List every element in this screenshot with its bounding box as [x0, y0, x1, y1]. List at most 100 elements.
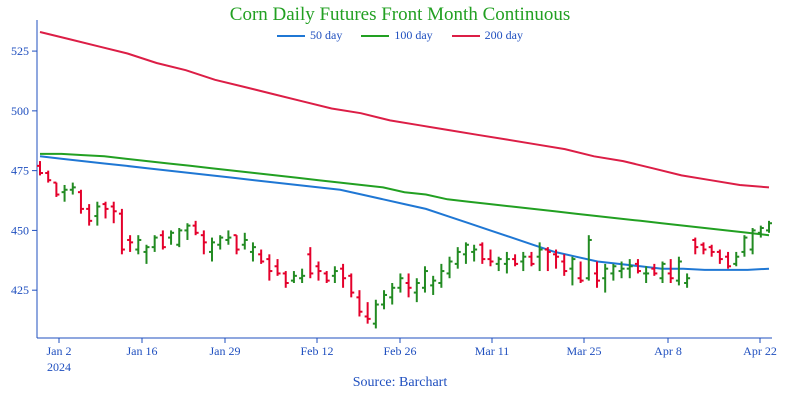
ohlc-bar — [487, 249, 494, 267]
ohlc-bar — [233, 234, 240, 255]
ohlc-bar — [413, 278, 420, 303]
source-note: Source: Barchart — [352, 375, 448, 390]
ohlc-bar — [733, 251, 740, 267]
x-year-label: 2024 — [47, 360, 71, 374]
ohlc-bar — [610, 263, 617, 281]
ohlc-bar — [512, 254, 519, 267]
ohlc-bar — [45, 170, 52, 183]
legend-swatch-100-day — [361, 35, 390, 38]
ohlc-bar — [176, 228, 183, 248]
ohlc-bar — [700, 242, 707, 255]
ohlc-bar — [282, 271, 289, 288]
ohlc-bar — [397, 273, 404, 293]
ohlc-bar — [553, 249, 560, 269]
ohlc-bar — [151, 235, 158, 252]
legend-label-100-day: 100 day — [394, 28, 433, 42]
y-tick-label: 500 — [11, 104, 29, 118]
ohlc-bar — [168, 230, 175, 245]
ohlc-bar — [118, 208, 125, 255]
ohlc-bar — [544, 247, 551, 272]
ohlc-bar — [266, 254, 273, 281]
ohlc-bar — [159, 230, 166, 250]
ohlc-bar — [716, 249, 723, 264]
ohlc-bar — [741, 235, 748, 257]
x-tick-label: Mar 25 — [567, 344, 602, 358]
x-tick-label: Jan 16 — [127, 344, 158, 358]
ohlc-bar — [749, 228, 756, 255]
ohlc-bar — [127, 235, 134, 252]
ohlc-bar — [692, 237, 699, 255]
ohlc-bar — [258, 249, 265, 264]
ohlc-bar — [626, 259, 633, 279]
y-tick-label: 450 — [11, 223, 29, 237]
ohlc-bar — [372, 299, 379, 329]
ohlc-bar — [209, 237, 216, 262]
ohlc-bar — [143, 244, 150, 264]
ohlc-bar — [528, 251, 535, 267]
legend-label-50-day: 50 day — [310, 28, 343, 42]
ohlc-bar — [593, 261, 600, 288]
ohlc-bar — [340, 263, 347, 288]
ohlc-bar — [421, 266, 428, 293]
x-tick-label: Jan 2 — [47, 344, 72, 358]
ohlc-bar — [618, 261, 625, 279]
ohlc-bar — [675, 256, 682, 286]
ohlc-bar — [364, 302, 371, 324]
ohlc-bar — [69, 182, 76, 195]
ohlc-bar — [110, 201, 117, 224]
ohlc-bar — [241, 232, 248, 250]
ohlc-bar — [249, 242, 256, 262]
ohlc-bar — [61, 184, 68, 202]
ohlc-bar — [462, 242, 469, 264]
ohlc-bar — [479, 242, 486, 264]
ohlc-bar — [708, 244, 715, 257]
ohlc-bar — [684, 273, 691, 288]
x-tick-label: Apr 8 — [654, 344, 682, 358]
ohlc-bar — [766, 220, 772, 233]
ohlc-bar — [634, 259, 641, 274]
ohlc-bar — [643, 266, 650, 284]
x-tick-label: Feb 26 — [384, 344, 417, 358]
ohlc-bar — [217, 235, 224, 250]
ohlc-bar — [184, 223, 191, 240]
ohlc-bar — [569, 256, 576, 286]
ohlc-bar — [274, 259, 281, 276]
ohlc-bar — [725, 251, 732, 269]
ohlc-bar — [389, 283, 396, 305]
series-line-100-day — [40, 152, 770, 237]
x-tick-label: Apr 22 — [743, 344, 777, 358]
legend-swatch-50-day — [277, 35, 305, 38]
ohlc-bar — [200, 230, 207, 255]
ohlc-bar — [438, 263, 445, 288]
series-line-50-day — [39, 155, 770, 271]
legend-item-100-day: 100 day — [361, 28, 433, 43]
ohlc-bar — [315, 261, 322, 281]
ohlc-bar — [307, 247, 314, 279]
legend-item-50-day: 50 day — [277, 28, 342, 43]
ohlc-bar — [757, 225, 764, 238]
legend-label-200-day: 200 day — [484, 28, 523, 42]
legend: 50 day 100 day 200 day — [0, 28, 800, 43]
ohlc-bar — [356, 290, 363, 317]
ohlc-bar — [53, 181, 60, 197]
ohlc-bar — [667, 259, 674, 284]
ohlc-bar — [536, 242, 543, 272]
ohlc-bar — [651, 263, 658, 276]
ohlc-bar — [225, 230, 232, 245]
ohlc-bar — [135, 235, 142, 255]
ohlc-bar — [405, 273, 412, 298]
ohlc-bar — [331, 266, 338, 284]
y-tick-label: 475 — [11, 164, 29, 178]
ohlc-bar — [495, 256, 502, 272]
series-line-200-day — [39, 31, 770, 189]
ohlc-bar — [299, 268, 306, 284]
ohlc-bar — [290, 271, 297, 284]
ohlc-bar — [446, 256, 453, 279]
ohlc-bar — [561, 254, 568, 276]
ohlc-bar — [471, 244, 478, 262]
ohlc-bar — [503, 251, 510, 274]
chart-title: Corn Daily Futures Front Month Continuou… — [229, 4, 571, 25]
ohlc-bar — [348, 273, 355, 298]
